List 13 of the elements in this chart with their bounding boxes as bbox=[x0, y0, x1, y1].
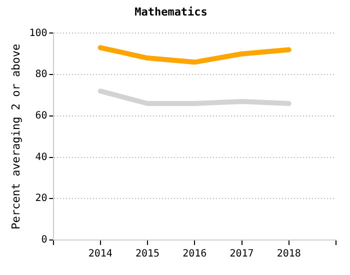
y-axis-title: Percent averaging 2 or above bbox=[9, 44, 22, 230]
y-tick-label: 0 bbox=[41, 234, 48, 246]
x-tick-label: 2018 bbox=[276, 248, 301, 260]
x-tick-label: 2016 bbox=[182, 248, 207, 260]
x-tick-label: 2017 bbox=[230, 248, 254, 260]
chart-title: Mathematics bbox=[134, 5, 208, 18]
y-tick-label: 80 bbox=[35, 69, 48, 80]
y-tick-label: 40 bbox=[35, 152, 48, 163]
x-tick-label: 2015 bbox=[135, 248, 160, 260]
x-tick-label: 2014 bbox=[88, 248, 112, 260]
y-tick-label: 100 bbox=[29, 28, 48, 39]
y-tick-label: 60 bbox=[35, 110, 48, 122]
y-tick-label: 20 bbox=[35, 193, 48, 204]
